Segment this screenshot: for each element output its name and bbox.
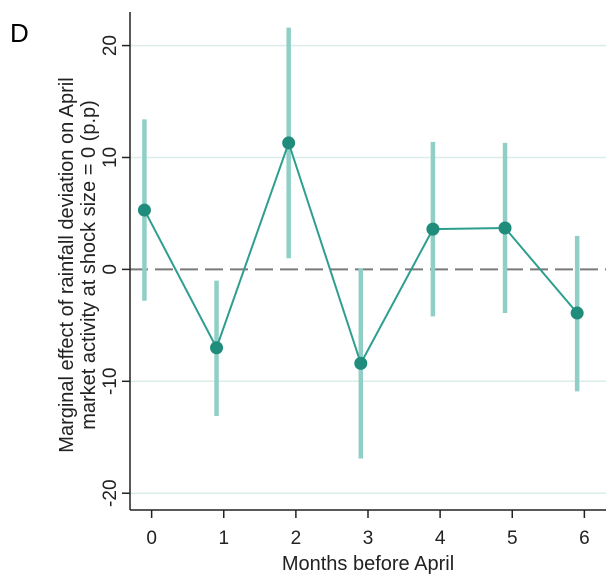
y-tick-label: 10 <box>100 147 121 168</box>
x-tick-label-0: 0 <box>146 528 157 549</box>
x-tick-label-5: 5 <box>507 528 518 549</box>
data-point-4 <box>426 222 440 236</box>
confidence-intervals <box>142 27 580 459</box>
data-point-5 <box>498 221 512 235</box>
data-point-0 <box>137 203 151 217</box>
x-tick-label-2: 2 <box>291 528 302 549</box>
x-axis-label: Months before April <box>282 553 454 575</box>
y-tick--20: -20 <box>100 479 121 506</box>
y-axis-label-line-2: market activity at shock size = 0 (p.p) <box>78 100 100 430</box>
data-point-3 <box>354 356 368 370</box>
y-tick-10: 10 <box>100 147 121 168</box>
data-points <box>137 136 584 370</box>
x-tick-labels: 0 1 2 3 4 5 6 <box>146 528 589 549</box>
x-tick-label-4: 4 <box>435 528 446 549</box>
grid-lines <box>130 44 606 494</box>
y-tick--10: -10 <box>100 368 121 395</box>
y-tick-label: -10 <box>100 368 121 395</box>
data-point-2 <box>282 136 296 150</box>
panel-label: D <box>10 18 29 48</box>
y-axis-label: Marginal effect of rainfall deviation on… <box>56 77 100 452</box>
y-tick-0: 0 <box>100 264 121 275</box>
data-point-6 <box>570 306 584 320</box>
y-tick-20: 20 <box>100 35 121 56</box>
y-tick-label: 20 <box>100 35 121 56</box>
x-tick-label-6: 6 <box>579 528 590 549</box>
y-tick-label: -20 <box>100 479 121 506</box>
y-tick-labels: 20 10 0 -10 -20 <box>100 35 121 507</box>
y-axis-label-line-1: Marginal effect of rainfall deviation on… <box>56 77 78 452</box>
axes <box>122 12 606 518</box>
data-point-1 <box>210 341 224 355</box>
y-tick-label: 0 <box>100 264 121 275</box>
x-tick-label-3: 3 <box>363 528 374 549</box>
x-tick-label-1: 1 <box>218 528 229 549</box>
